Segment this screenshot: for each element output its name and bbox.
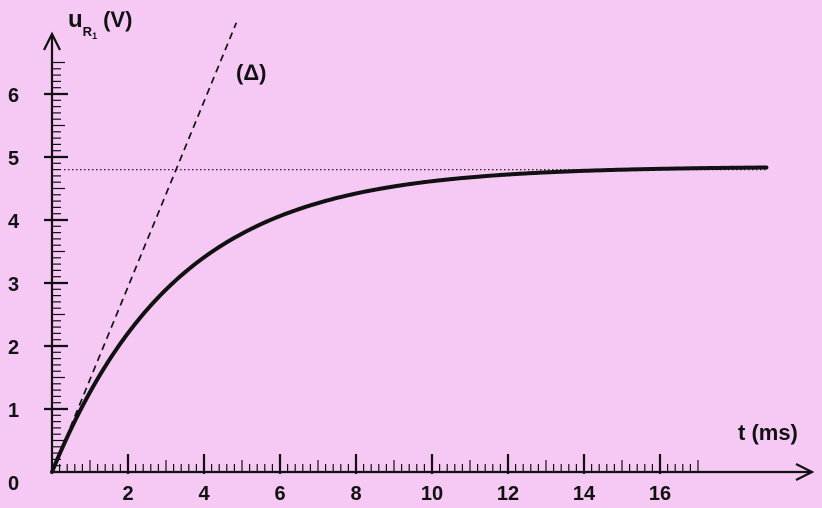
x-axis-title: t (ms): [738, 420, 798, 445]
x-tick-label: 4: [198, 483, 210, 505]
y-axis-title-subsub: 1: [92, 31, 97, 41]
x-tick-label: 14: [573, 483, 596, 505]
y-tick-label: 5: [8, 148, 19, 170]
y-tick-label: 6: [8, 85, 19, 107]
x-major-ticks: [126, 454, 662, 474]
x-tick-label: 10: [421, 483, 443, 505]
y-tick-labels: 1 2 3 4 5 6: [8, 85, 20, 422]
y-tick-label: 2: [8, 337, 19, 359]
y-tick-label: 1: [8, 400, 19, 422]
x-tick-label: 12: [497, 483, 519, 505]
y-major-ticks: [44, 92, 68, 411]
y-axis-arrow: [43, 31, 61, 51]
charging-curve: [50, 165, 769, 474]
x-tick-labels: 2 4 6 8 10 12 14 16: [122, 483, 671, 505]
tangent-line: [51, 22, 238, 473]
x-minor-ticks: [58, 460, 699, 472]
y-axis-title-unit: (V): [103, 7, 132, 32]
y-tick-label: 4: [8, 211, 20, 233]
x-tick-label: 8: [350, 483, 361, 505]
x-tick-label: 2: [122, 483, 133, 505]
y-axis-title-sub: R: [83, 24, 93, 39]
y-axis-title-main: u: [68, 6, 83, 33]
y-tick-label: 3: [8, 274, 19, 296]
y-axis-title: uR1 (V): [68, 6, 132, 41]
origin-label: 0: [8, 473, 19, 495]
x-axis-arrow: [795, 463, 815, 481]
tangent-label: (Δ): [236, 60, 266, 85]
x-tick-label: 16: [649, 483, 671, 505]
x-tick-label: 6: [274, 483, 285, 505]
y-minor-ticks: [52, 61, 65, 467]
